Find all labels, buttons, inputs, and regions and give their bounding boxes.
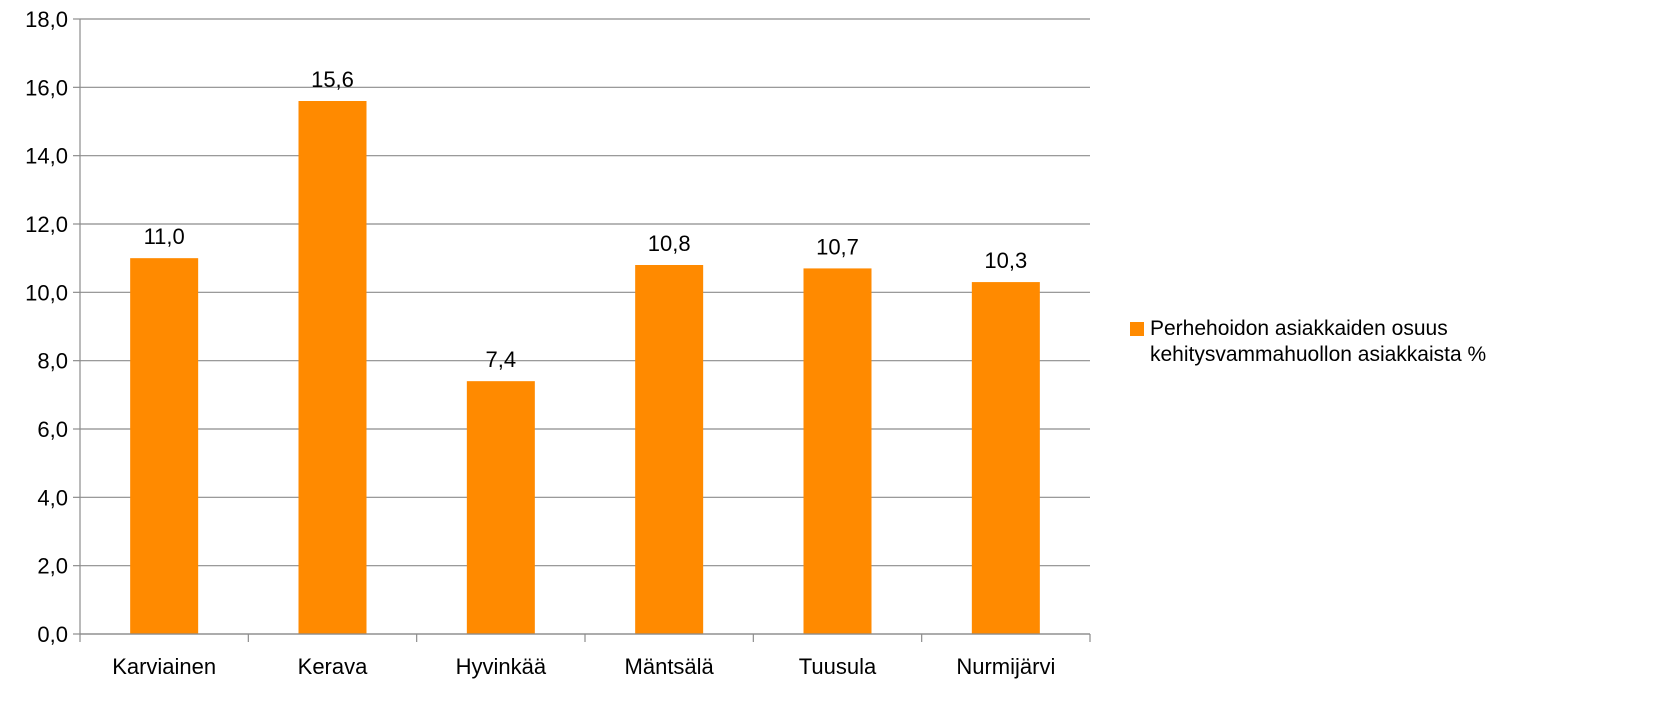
x-tick-label: Hyvinkää — [456, 654, 547, 679]
x-tick-label: Karviainen — [112, 654, 216, 679]
y-tick-label: 14,0 — [25, 144, 68, 169]
y-tick-label: 12,0 — [25, 212, 68, 237]
y-tick-label: 6,0 — [37, 417, 68, 442]
y-tick-label: 16,0 — [25, 75, 68, 100]
x-tick-label: Tuusula — [799, 654, 877, 679]
bars — [130, 101, 1040, 634]
x-tick-label: Nurmijärvi — [956, 654, 1055, 679]
y-tick-label: 0,0 — [37, 622, 68, 647]
y-tick-label: 8,0 — [37, 349, 68, 374]
bar — [803, 268, 872, 634]
bar — [466, 381, 535, 634]
x-tick-label: Mäntsälä — [625, 654, 715, 679]
y-tick-label: 18,0 — [25, 7, 68, 32]
y-tick-label: 10,0 — [25, 280, 68, 305]
x-tick-label: Kerava — [298, 654, 368, 679]
axes — [79, 19, 1091, 642]
data-label: 10,3 — [984, 248, 1027, 273]
legend-label: Perhehoidon asiakkaiden osuus kehitysvam… — [1150, 317, 1487, 366]
bar — [130, 258, 199, 634]
x-axis-labels: Karviainen Kerava Hyvinkää Mäntsälä Tuusula N… — [112, 654, 1055, 679]
data-label: 11,0 — [144, 224, 185, 249]
y-tick-label: 2,0 — [37, 554, 68, 579]
legend: Perhehoidon asiakkaiden osuus kehitysvam… — [1130, 316, 1570, 368]
y-axis-ticks: 0,0 2,0 4,0 6,0 8,0 10,0 12,0 14,0 16,0 18,0 — [25, 7, 80, 647]
data-label: 10,7 — [816, 234, 859, 259]
bar — [635, 265, 704, 634]
y-tick-label: 4,0 — [37, 485, 68, 510]
bar — [971, 282, 1040, 634]
bar — [298, 101, 367, 634]
data-label: 15,6 — [311, 67, 354, 92]
data-label: 10,8 — [648, 231, 691, 256]
data-label: 7,4 — [486, 347, 517, 372]
data-labels: 11,0 15,6 7,4 10,8 10,7 10,3 — [144, 67, 1028, 372]
gridlines — [80, 18, 1090, 635]
legend-swatch — [1130, 322, 1144, 336]
